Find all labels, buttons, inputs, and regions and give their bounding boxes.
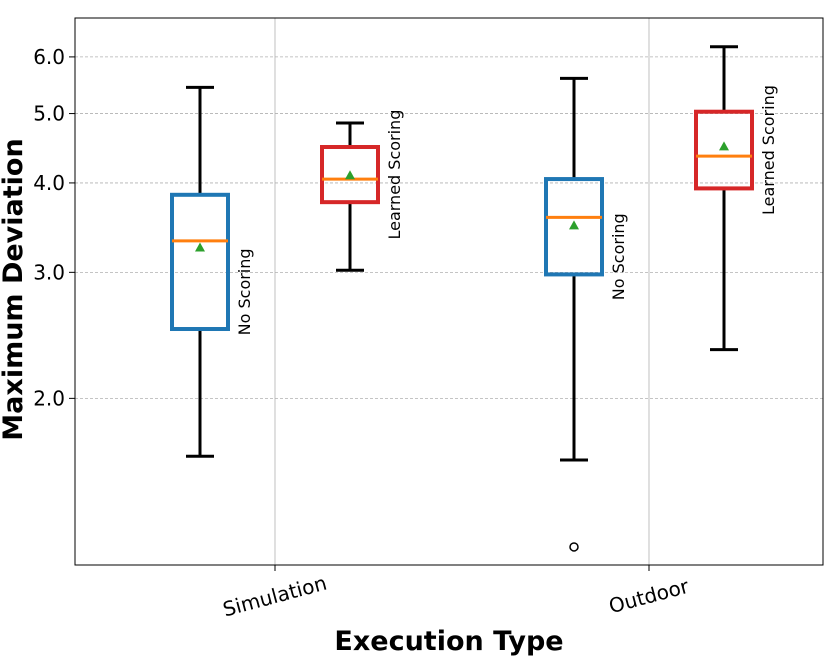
x-axis-title: Execution Type bbox=[334, 626, 563, 657]
mean-marker bbox=[719, 141, 729, 151]
outlier-point bbox=[569, 542, 579, 552]
axes: 2.0 3.0 4.0 5.0 6.0 Simulation Outdoor bbox=[33, 45, 692, 622]
mean-marker bbox=[569, 220, 579, 230]
plot-frame bbox=[74, 17, 824, 566]
box-plots: No Scoring No Scoring Learned Scoring Learn… bbox=[170, 45, 778, 552]
x-tick-label: Simulation bbox=[220, 571, 329, 622]
mean-marker bbox=[345, 170, 355, 180]
y-tick-label: 5.0 bbox=[33, 102, 65, 126]
box-group: No Scoring bbox=[170, 85, 254, 458]
series-label: No Scoring bbox=[235, 248, 254, 335]
y-tick-label: 3.0 bbox=[33, 260, 65, 284]
y-tick-label: 2.0 bbox=[33, 386, 65, 410]
mean-marker bbox=[195, 242, 205, 252]
x-tick-label: Outdoor bbox=[606, 574, 692, 619]
box-iqr bbox=[320, 145, 380, 205]
y-axis-title: Maximum Deviation bbox=[0, 138, 29, 440]
box-group: Learned Scoring bbox=[694, 45, 778, 352]
box-iqr bbox=[170, 192, 230, 332]
box-iqr bbox=[544, 177, 604, 277]
y-tick-label: 6.0 bbox=[33, 45, 65, 69]
box-iqr bbox=[694, 109, 754, 191]
box-group: No Scoring bbox=[544, 76, 628, 552]
y-tick-label: 4.0 bbox=[33, 171, 65, 195]
series-label: No Scoring bbox=[609, 213, 628, 300]
grid-lines bbox=[75, 18, 823, 565]
series-label: Learned Scoring bbox=[759, 85, 778, 215]
series-label: Learned Scoring bbox=[385, 110, 404, 240]
box-group: Learned Scoring bbox=[320, 110, 404, 272]
